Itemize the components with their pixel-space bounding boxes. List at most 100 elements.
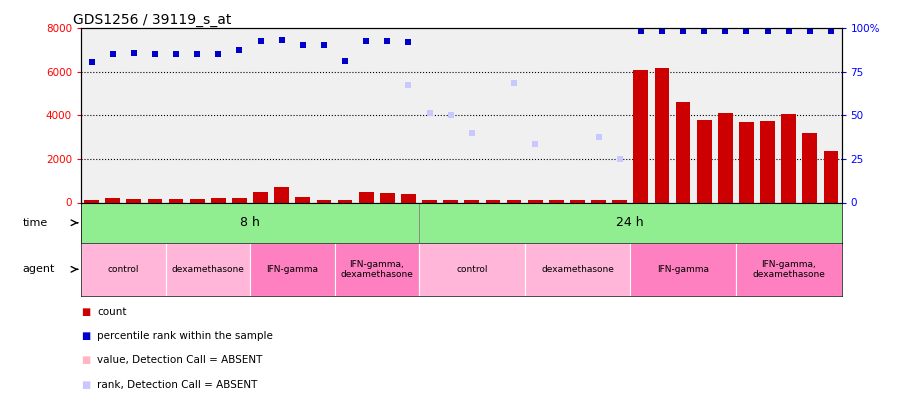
Text: ■: ■	[81, 356, 90, 365]
Bar	[444, 200, 458, 202]
Bar	[359, 192, 374, 202]
Point	[739, 27, 753, 34]
Bar	[148, 199, 162, 202]
Point	[591, 134, 606, 141]
Bar	[85, 200, 99, 202]
Point	[190, 51, 204, 58]
Bar	[253, 192, 268, 202]
Point	[528, 141, 543, 147]
Point	[697, 27, 711, 34]
Bar	[190, 199, 204, 202]
Point	[295, 41, 310, 48]
Text: control: control	[107, 265, 139, 274]
Text: ■: ■	[81, 307, 90, 317]
Point	[85, 59, 99, 65]
Point	[338, 58, 352, 64]
Bar	[250, 243, 335, 296]
Point	[760, 27, 775, 34]
Bar	[591, 200, 606, 202]
Point	[148, 51, 162, 58]
Text: dexamethasone: dexamethasone	[541, 265, 614, 274]
Point	[781, 27, 796, 34]
Bar	[81, 243, 166, 296]
Bar	[570, 200, 585, 202]
Point	[444, 112, 458, 119]
Point	[274, 37, 289, 44]
Bar	[736, 243, 842, 296]
Bar	[401, 194, 416, 202]
Bar	[739, 122, 754, 202]
Point	[232, 47, 247, 53]
Bar	[781, 114, 797, 202]
Text: 24 h: 24 h	[616, 216, 644, 229]
Point	[212, 51, 226, 58]
Text: ■: ■	[81, 331, 90, 341]
Bar	[630, 243, 736, 296]
Bar	[485, 200, 500, 202]
Point	[613, 156, 627, 162]
Bar	[211, 198, 226, 202]
Bar	[803, 133, 817, 202]
Bar	[654, 68, 670, 202]
Point	[824, 27, 838, 34]
Bar	[317, 200, 331, 202]
Bar	[105, 198, 120, 202]
Point	[380, 38, 394, 45]
Bar	[126, 198, 141, 202]
Bar	[338, 200, 353, 202]
Bar	[549, 200, 563, 202]
Point	[464, 130, 479, 136]
Point	[254, 38, 268, 45]
Bar	[274, 187, 289, 202]
Point	[317, 41, 331, 48]
Text: IFN-gamma: IFN-gamma	[266, 265, 319, 274]
Point	[359, 38, 374, 45]
Bar	[507, 200, 521, 202]
Bar	[525, 243, 630, 296]
Text: IFN-gamma,
dexamethasone: IFN-gamma, dexamethasone	[752, 260, 825, 279]
Bar	[232, 198, 247, 202]
Point	[803, 27, 817, 34]
Bar	[295, 197, 310, 202]
Point	[718, 27, 733, 34]
Bar	[824, 151, 838, 202]
Text: agent: agent	[22, 264, 55, 274]
Bar	[422, 200, 437, 202]
Point	[507, 79, 521, 86]
Text: IFN-gamma: IFN-gamma	[657, 265, 709, 274]
Bar	[168, 199, 184, 202]
Bar	[380, 193, 395, 202]
Point	[169, 51, 184, 58]
Text: count: count	[97, 307, 127, 317]
Bar	[760, 121, 775, 202]
Bar	[419, 202, 842, 243]
Text: ■: ■	[81, 380, 90, 390]
Point	[634, 27, 648, 34]
Text: 8 h: 8 h	[240, 216, 260, 229]
Point	[105, 51, 120, 58]
Point	[422, 110, 436, 117]
Bar	[81, 202, 419, 243]
Bar	[697, 120, 712, 202]
Bar	[527, 200, 543, 202]
Point	[401, 82, 416, 88]
Bar	[718, 113, 733, 202]
Bar	[634, 70, 648, 202]
Text: rank, Detection Call = ABSENT: rank, Detection Call = ABSENT	[97, 380, 257, 390]
Text: IFN-gamma,
dexamethasone: IFN-gamma, dexamethasone	[340, 260, 413, 279]
Point	[654, 27, 669, 34]
Bar	[676, 102, 690, 202]
Text: GDS1256 / 39119_s_at: GDS1256 / 39119_s_at	[74, 13, 232, 27]
Text: value, Detection Call = ABSENT: value, Detection Call = ABSENT	[97, 356, 263, 365]
Bar	[335, 243, 419, 296]
Bar	[612, 200, 627, 202]
Bar	[419, 243, 525, 296]
Text: percentile rank within the sample: percentile rank within the sample	[97, 331, 273, 341]
Text: control: control	[456, 265, 488, 274]
Point	[127, 50, 141, 57]
Point	[401, 39, 416, 46]
Bar	[464, 200, 479, 202]
Bar	[166, 243, 250, 296]
Point	[676, 27, 690, 34]
Text: dexamethasone: dexamethasone	[171, 265, 244, 274]
